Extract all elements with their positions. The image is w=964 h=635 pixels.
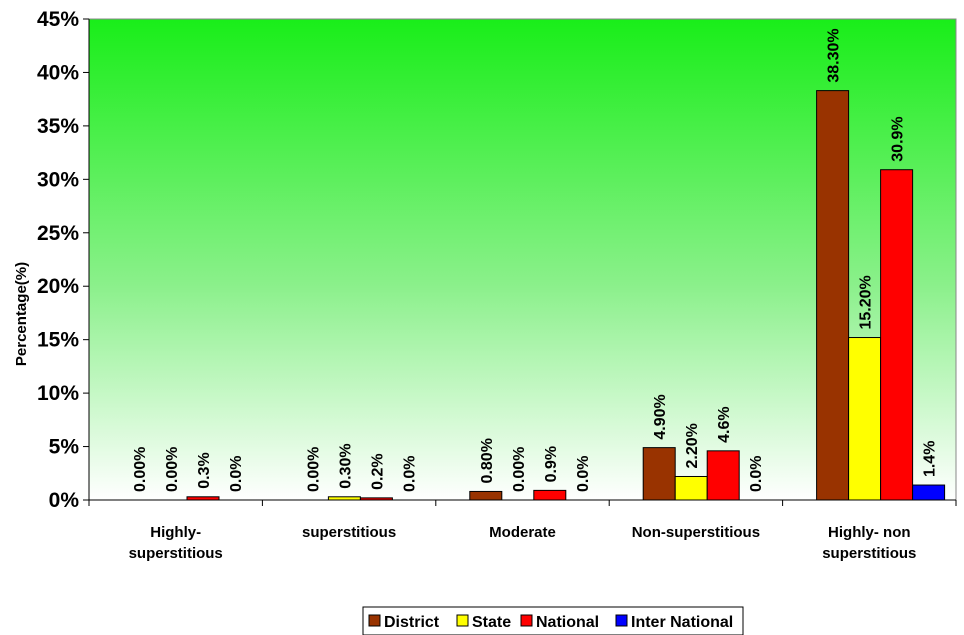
legend-swatch <box>456 614 469 627</box>
category-label: Non-superstitious <box>632 524 760 541</box>
y-tick-label: 35% <box>37 115 79 138</box>
data-label: 30.9% <box>890 116 907 161</box>
bar-national <box>359 497 393 501</box>
data-label: 0.00% <box>511 447 528 492</box>
data-label: 4.6% <box>716 406 733 442</box>
bar-national <box>186 496 220 501</box>
bar-state <box>674 475 708 501</box>
data-label: 0.2% <box>369 453 386 489</box>
category-labels: Highly-superstitious superstitious Moderat… <box>129 524 917 562</box>
data-label: 0.3% <box>196 452 213 488</box>
data-label: 0.00% <box>132 447 149 492</box>
data-label: 0.00% <box>164 447 181 492</box>
category-label: superstitious <box>302 524 396 541</box>
data-label: 2.20% <box>684 423 701 468</box>
legend-swatch <box>615 614 628 627</box>
data-label: 0.0% <box>401 456 418 492</box>
category-label: Highly- non <box>828 524 911 541</box>
data-label: 0.80% <box>479 438 496 483</box>
axes: 0% 5% 10% 15% 20% 25% 30% 35% 40% 45% <box>37 8 957 512</box>
y-axis-title: Percentage(%) <box>13 262 30 366</box>
bar-state <box>848 337 882 501</box>
legend: District State National Inter National <box>362 606 744 635</box>
legend-label: Inter National <box>631 614 733 631</box>
category-label: Moderate <box>489 524 556 541</box>
data-label: 0.0% <box>748 456 765 492</box>
bar-national <box>533 489 567 501</box>
legend-swatch <box>520 614 533 627</box>
y-tick-label: 20% <box>37 275 79 298</box>
data-label: 38.30% <box>826 28 843 82</box>
y-tick-label: 5% <box>49 436 80 459</box>
y-tick-label: 10% <box>37 382 79 405</box>
bar-district <box>642 447 676 501</box>
data-label: 15.20% <box>858 275 875 329</box>
bar-inter-national <box>912 484 946 501</box>
bar-district <box>816 90 850 501</box>
y-tick-label: 40% <box>37 61 79 84</box>
bar-national <box>880 169 914 501</box>
y-tick-label: 30% <box>37 168 79 191</box>
data-labels: 0.00% 0.00% 0.3% 0.0% 0.00% 0.30% 0.2% 0.0% 0.80… <box>132 28 939 492</box>
legend-label: National <box>536 614 599 631</box>
data-label: 1.4% <box>922 441 939 477</box>
data-label: 0.00% <box>305 447 322 492</box>
y-tick-label: 45% <box>37 8 79 31</box>
category-label: Highly- <box>150 524 201 541</box>
data-label: 0.30% <box>337 443 354 488</box>
legend-box <box>362 606 744 635</box>
y-tick-label: 0% <box>49 489 80 512</box>
data-label: 0.9% <box>543 446 560 482</box>
data-label: 0.0% <box>575 456 592 492</box>
category-label: superstitious <box>822 545 916 562</box>
data-label: 4.90% <box>652 394 669 439</box>
y-tick-label: 25% <box>37 222 79 245</box>
legend-label: State <box>472 614 511 631</box>
plot-area <box>88 18 957 501</box>
data-label: 0.0% <box>228 456 245 492</box>
category-label: superstitious <box>129 545 223 562</box>
bars <box>186 90 946 501</box>
legend-label: District <box>384 614 440 631</box>
legend-swatch <box>368 614 381 627</box>
y-tick-label: 15% <box>37 329 79 352</box>
bar-national <box>706 450 740 501</box>
bar-district <box>469 490 503 501</box>
bar-state <box>327 496 361 501</box>
